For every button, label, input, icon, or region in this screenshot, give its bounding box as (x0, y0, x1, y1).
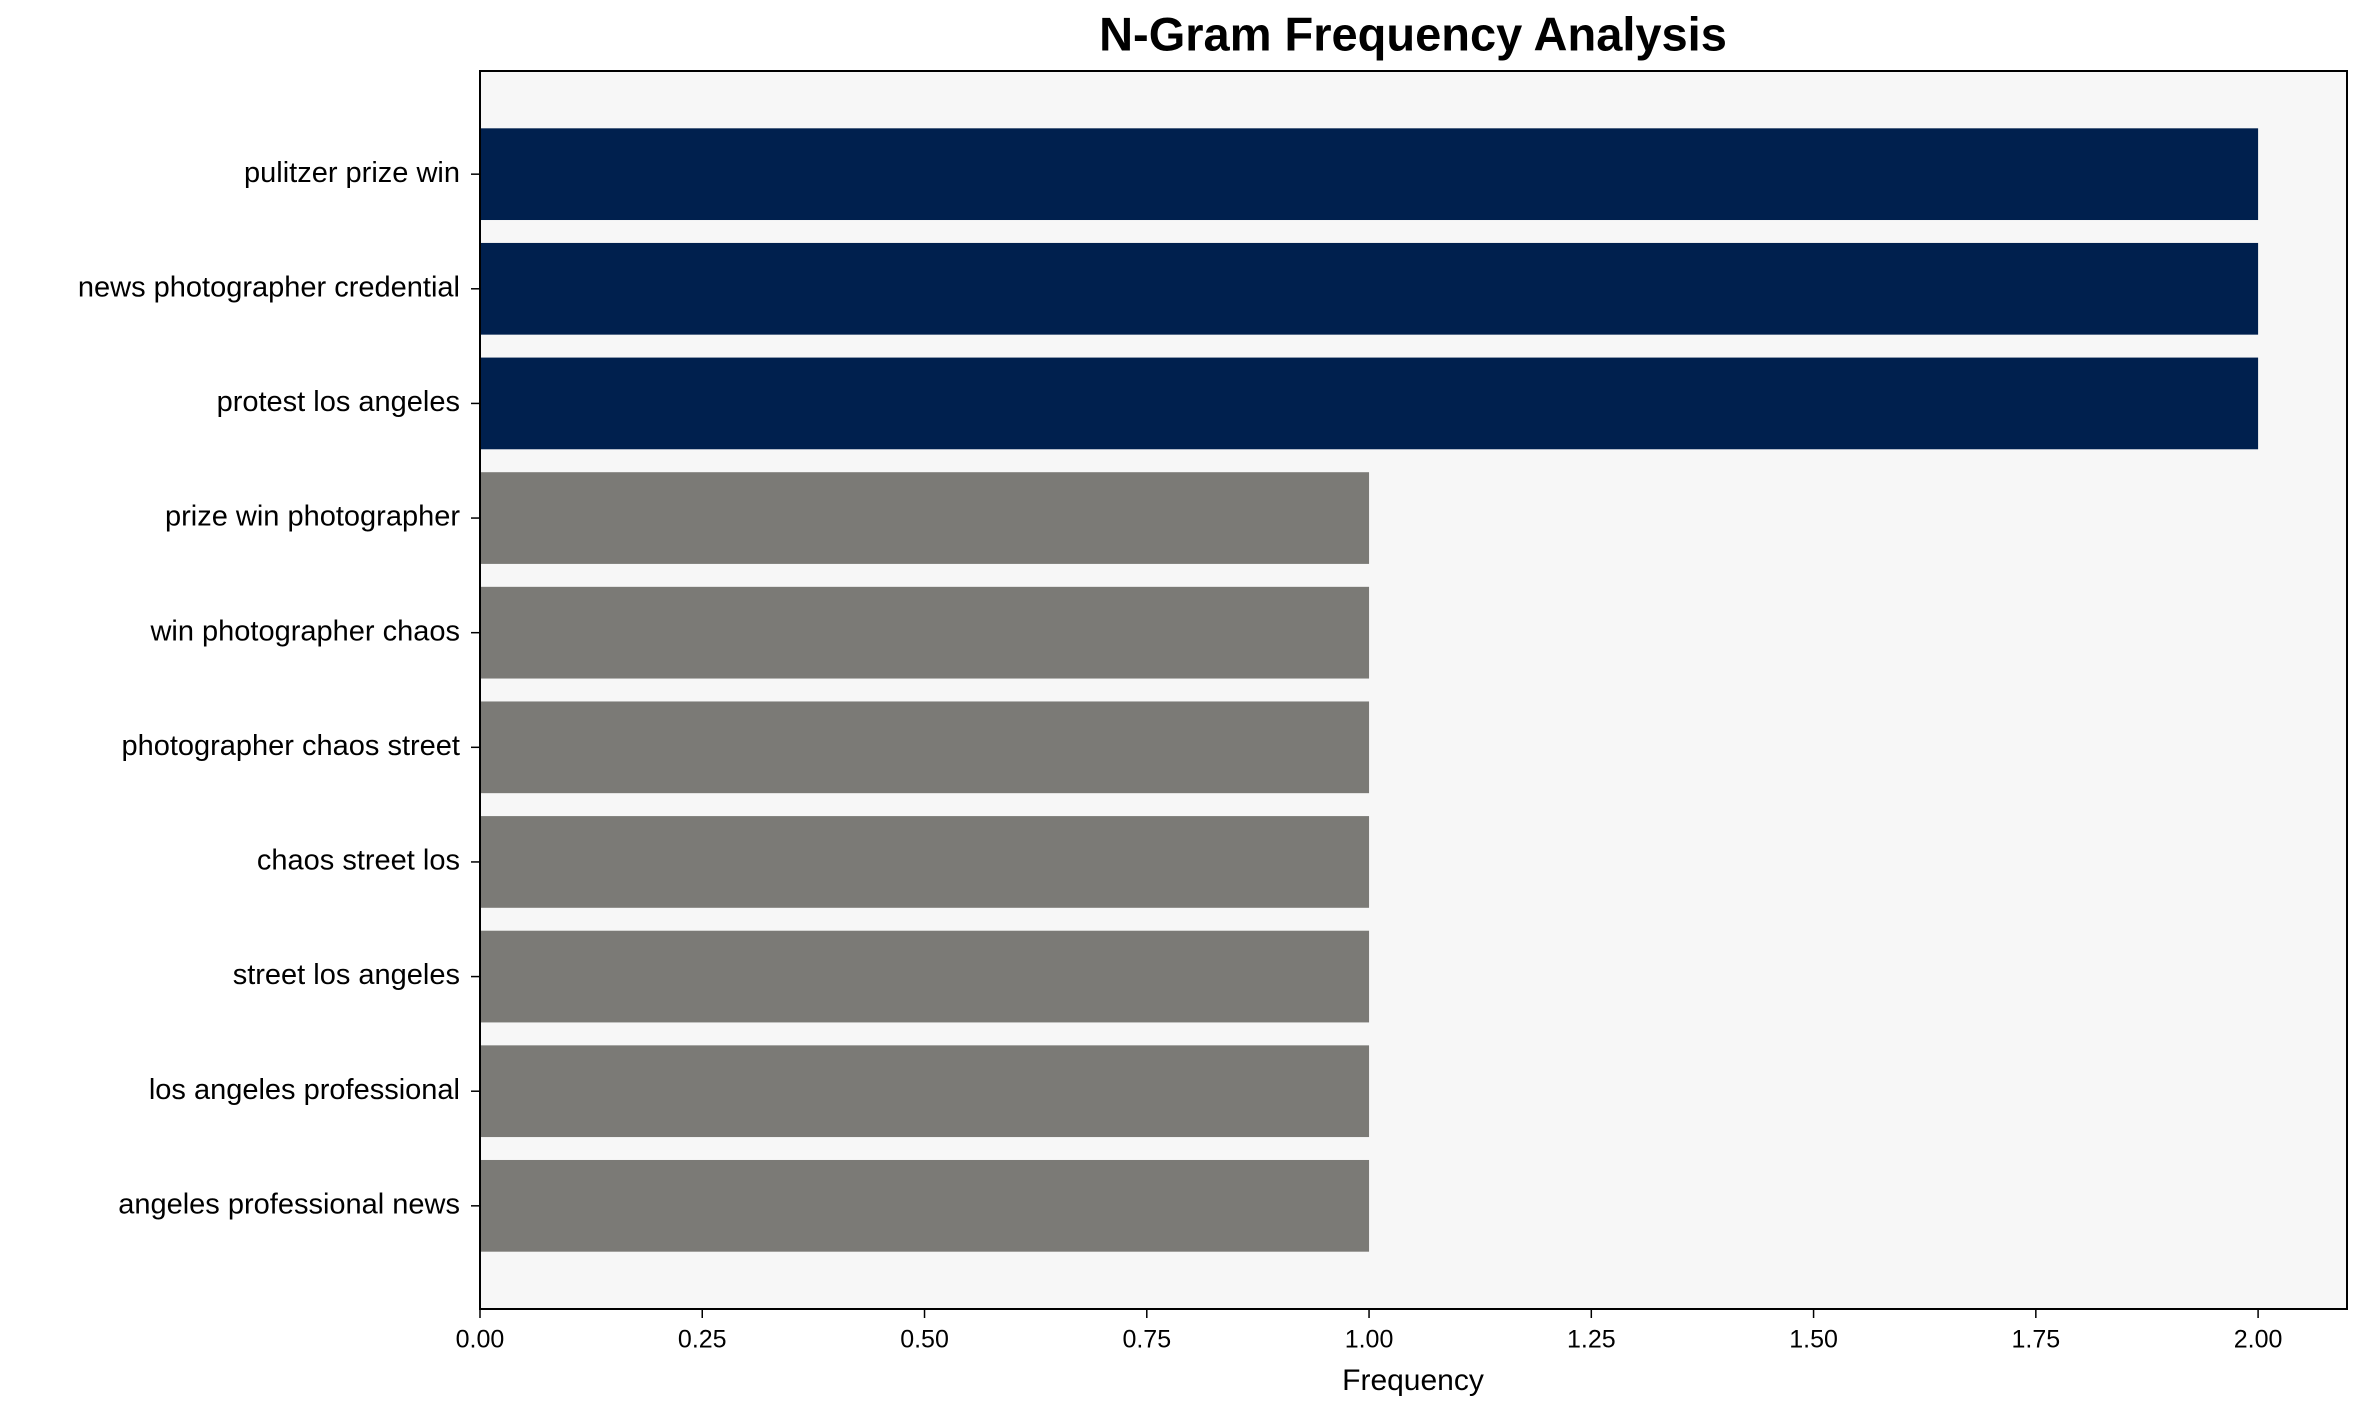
x-tick-label: 1.50 (1789, 1326, 1838, 1354)
bar (480, 701, 1370, 794)
bar (480, 357, 2259, 450)
y-tick-label: photographer chaos street (121, 730, 460, 762)
y-tick-label: los angeles professional (149, 1074, 460, 1106)
bar (480, 1159, 1370, 1252)
bar (480, 242, 2259, 335)
x-axis-label: Frequency (1342, 1364, 1484, 1397)
x-tick-label: 1.75 (2011, 1326, 2060, 1354)
x-tick-label: 2.00 (2234, 1326, 2283, 1354)
bar (480, 930, 1370, 1023)
y-tick-label: prize win photographer (165, 501, 460, 533)
y-tick-label: angeles professional news (118, 1188, 460, 1220)
y-tick-label: pulitzer prize win (244, 157, 460, 189)
x-tick-label: 1.00 (1345, 1326, 1394, 1354)
chart-title: N-Gram Frequency Analysis (1099, 7, 1727, 60)
y-tick-label: win photographer chaos (149, 615, 460, 647)
bar (480, 586, 1370, 679)
y-tick-label: protest los angeles (217, 386, 460, 418)
bar (480, 128, 2259, 221)
x-tick-label: 0.00 (456, 1326, 505, 1354)
y-tick-label: news photographer credential (78, 271, 460, 303)
x-tick-label: 0.50 (900, 1326, 949, 1354)
bar (480, 1045, 1370, 1138)
y-tick-label: street los angeles (233, 959, 460, 991)
plot-frame (479, 70, 2348, 1310)
bar (480, 472, 1370, 564)
x-tick-label: 0.75 (1122, 1326, 1171, 1354)
y-tick-label: chaos street los (257, 845, 460, 877)
x-tick-label: 0.25 (678, 1326, 727, 1354)
bar (480, 816, 1370, 908)
x-tick-label: 1.25 (1567, 1326, 1616, 1354)
